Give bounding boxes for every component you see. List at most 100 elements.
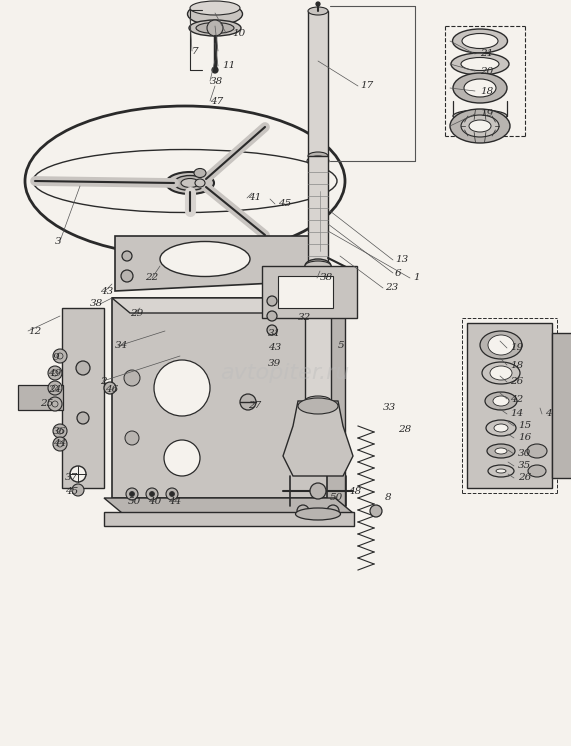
Ellipse shape xyxy=(480,331,522,359)
Text: 18: 18 xyxy=(480,87,493,95)
Text: 7: 7 xyxy=(192,46,199,55)
Circle shape xyxy=(370,505,382,517)
Ellipse shape xyxy=(194,169,206,178)
Text: 33: 33 xyxy=(383,404,396,413)
Circle shape xyxy=(48,366,62,380)
Text: 40: 40 xyxy=(148,497,161,506)
Text: 1: 1 xyxy=(413,274,420,283)
Circle shape xyxy=(72,484,84,496)
Polygon shape xyxy=(112,298,345,313)
Ellipse shape xyxy=(452,29,508,53)
Ellipse shape xyxy=(25,106,345,256)
Circle shape xyxy=(240,394,256,410)
Ellipse shape xyxy=(305,261,331,271)
Text: 13: 13 xyxy=(395,255,408,265)
Text: 48: 48 xyxy=(348,486,361,495)
Text: avtopiter.ru: avtopiter.ru xyxy=(220,363,349,383)
Circle shape xyxy=(150,492,155,497)
Circle shape xyxy=(327,505,339,517)
Text: 10: 10 xyxy=(232,28,246,37)
Text: 15: 15 xyxy=(518,421,531,430)
Ellipse shape xyxy=(493,396,509,406)
Bar xyxy=(467,323,552,488)
Polygon shape xyxy=(104,498,353,513)
Ellipse shape xyxy=(486,420,516,436)
Text: 44: 44 xyxy=(53,439,66,448)
Text: 43: 43 xyxy=(268,343,282,353)
Text: 44: 44 xyxy=(168,497,181,506)
Circle shape xyxy=(121,270,133,282)
Text: 28: 28 xyxy=(398,425,411,434)
Bar xyxy=(130,313,345,513)
Circle shape xyxy=(124,370,140,386)
Circle shape xyxy=(297,505,309,517)
Text: 38: 38 xyxy=(210,77,223,86)
Circle shape xyxy=(166,488,178,500)
Text: 14: 14 xyxy=(510,410,523,419)
Text: 35: 35 xyxy=(518,462,531,471)
Text: 19: 19 xyxy=(480,110,493,119)
Text: 26: 26 xyxy=(510,377,523,386)
Text: 19: 19 xyxy=(510,343,523,353)
Ellipse shape xyxy=(495,448,507,454)
Circle shape xyxy=(207,20,223,36)
Ellipse shape xyxy=(469,120,491,132)
Circle shape xyxy=(164,440,200,476)
Ellipse shape xyxy=(308,152,328,160)
Text: 37: 37 xyxy=(65,474,78,483)
Text: 25: 25 xyxy=(40,400,53,409)
Bar xyxy=(305,266,331,401)
Ellipse shape xyxy=(451,53,509,75)
Text: 16: 16 xyxy=(518,433,531,442)
Circle shape xyxy=(57,428,63,434)
Text: 47: 47 xyxy=(210,96,223,105)
Ellipse shape xyxy=(482,362,520,384)
Ellipse shape xyxy=(527,444,547,458)
Text: 46: 46 xyxy=(105,384,118,393)
Circle shape xyxy=(48,381,62,395)
Ellipse shape xyxy=(33,149,337,213)
Circle shape xyxy=(310,483,326,499)
Text: 30: 30 xyxy=(518,450,531,459)
Ellipse shape xyxy=(453,110,507,122)
Ellipse shape xyxy=(310,262,326,270)
Text: 3: 3 xyxy=(55,236,62,245)
Ellipse shape xyxy=(450,109,510,143)
Text: 5: 5 xyxy=(338,342,345,351)
Text: 50: 50 xyxy=(330,494,343,503)
Ellipse shape xyxy=(488,335,514,355)
Ellipse shape xyxy=(308,7,328,15)
Ellipse shape xyxy=(490,366,512,380)
Text: 41: 41 xyxy=(248,193,262,202)
Ellipse shape xyxy=(453,73,507,103)
Text: 38: 38 xyxy=(90,299,103,309)
Circle shape xyxy=(125,431,139,445)
Circle shape xyxy=(52,401,58,407)
Ellipse shape xyxy=(494,424,508,432)
Circle shape xyxy=(316,2,320,6)
Text: 50: 50 xyxy=(128,497,141,506)
Text: 21: 21 xyxy=(480,49,493,58)
Circle shape xyxy=(57,353,63,359)
Text: 8: 8 xyxy=(385,494,392,503)
Bar xyxy=(112,298,327,498)
Circle shape xyxy=(170,492,175,497)
Text: 12: 12 xyxy=(28,327,41,336)
Text: 17: 17 xyxy=(360,81,373,90)
Ellipse shape xyxy=(528,465,546,477)
Text: 42: 42 xyxy=(510,395,523,404)
Ellipse shape xyxy=(487,444,515,458)
Circle shape xyxy=(77,412,89,424)
Text: 23: 23 xyxy=(385,283,398,292)
Text: 31: 31 xyxy=(268,328,282,337)
Text: 38: 38 xyxy=(320,274,333,283)
Text: 11: 11 xyxy=(222,61,235,71)
Bar xyxy=(262,266,357,318)
Bar xyxy=(18,385,63,410)
Circle shape xyxy=(267,325,277,335)
Polygon shape xyxy=(115,236,315,291)
Ellipse shape xyxy=(488,465,514,477)
Circle shape xyxy=(122,251,132,261)
Circle shape xyxy=(53,437,67,451)
Ellipse shape xyxy=(174,175,206,190)
